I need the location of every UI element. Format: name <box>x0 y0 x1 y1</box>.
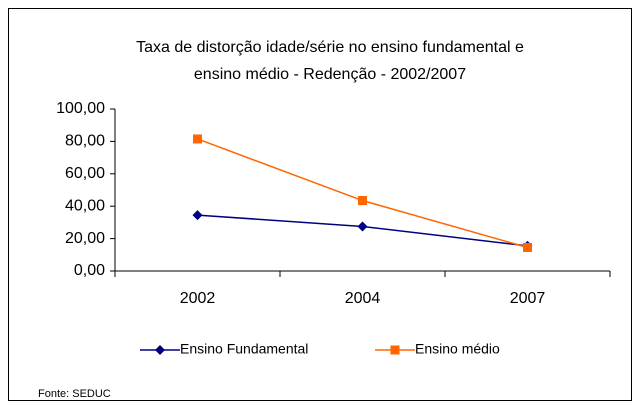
legend-label: Ensino médio <box>415 341 500 357</box>
chart-title: Taxa de distorção idade/série no ensino … <box>136 39 524 56</box>
chart-border <box>8 8 632 401</box>
y-tick-label: 0,00 <box>74 262 105 279</box>
x-tick-label: 2002 <box>180 290 216 307</box>
legend-marker <box>155 345 165 355</box>
y-tick-label: 80,00 <box>65 133 105 150</box>
legend-marker <box>390 345 400 355</box>
legend-label: Ensino Fundamental <box>180 341 308 357</box>
marker <box>523 243 532 253</box>
y-tick-label: 20,00 <box>65 230 105 247</box>
x-tick-label: 2004 <box>345 290 381 307</box>
source: Fonte: SEDUC <box>38 388 111 400</box>
chart-title: ensino médio - Redenção - 2002/2007 <box>194 66 466 83</box>
y-tick-label: 60,00 <box>65 165 105 182</box>
marker <box>193 134 202 144</box>
x-tick-label: 2007 <box>510 290 546 307</box>
marker <box>358 196 367 206</box>
y-tick-label: 40,00 <box>65 197 105 214</box>
y-tick-label: 100,00 <box>56 100 105 117</box>
marker <box>357 221 368 232</box>
marker <box>192 210 203 221</box>
